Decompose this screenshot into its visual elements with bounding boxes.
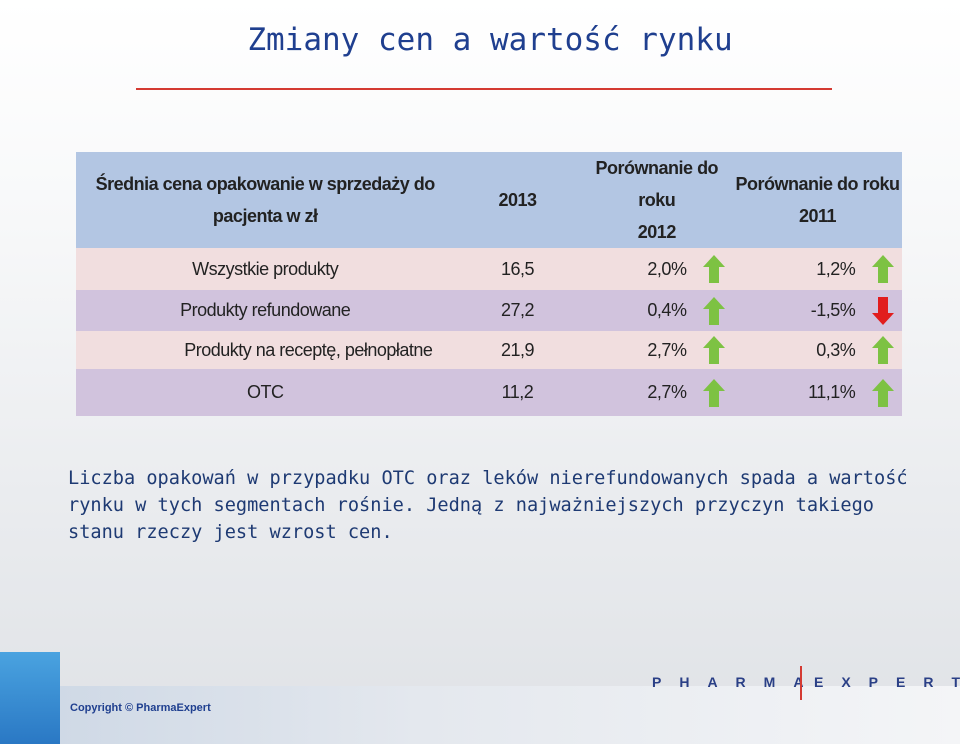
arrow-up-icon (702, 378, 725, 407)
change-vs-2011: 0,3% (816, 339, 856, 360)
header-label: Średnia cena opakowanie w sprzedaży do p… (76, 152, 454, 248)
header-2013: 2013 (498, 189, 537, 210)
arrow-cell-2011 (863, 369, 902, 416)
arrow-up-icon (702, 296, 725, 325)
table-row: Wszystkie produkty 16,5 2,0% 1,2% (76, 248, 902, 290)
table-row: OTC 11,2 2,7% 11,1% (76, 369, 902, 416)
table-row: Produkty refundowane 27,2 0,4% -1,5% (76, 290, 902, 331)
value-2013: 21,9 (500, 339, 535, 360)
header-compare-2012: Porównanie do roku 2012 (581, 152, 734, 248)
logo-divider (800, 666, 802, 700)
price-change-table: Średnia cena opakowanie w sprzedaży do p… (76, 152, 902, 416)
change-vs-2012: 2,7% (647, 382, 687, 402)
arrow-cell-2011 (863, 331, 902, 369)
change-vs-2011: 11,1% (808, 382, 856, 402)
arrow-up-icon (871, 255, 894, 283)
arrow-cell-2012 (694, 248, 733, 290)
change-vs-2011: 1,2% (816, 258, 856, 279)
value-2013: 11,2 (501, 382, 534, 402)
row-label: Produkty na receptę, pełnopłatne (184, 339, 433, 360)
header-2012-line2: 2012 (637, 222, 677, 242)
change-vs-2012: 2,7% (647, 339, 687, 360)
row-label: OTC (246, 382, 284, 402)
header-compare-2011: Porównanie do roku 2011 (733, 152, 902, 248)
row-label: Produkty refundowane (180, 300, 351, 320)
footer-band (60, 686, 960, 744)
arrow-cell-2012 (694, 331, 733, 369)
arrow-cell-2012 (694, 369, 733, 416)
arrow-up-icon (702, 336, 725, 364)
row-label: Wszystkie produkty (192, 258, 339, 279)
summary-paragraph: Liczba opakowań w przypadku OTC oraz lek… (68, 468, 908, 543)
arrow-up-icon (702, 255, 725, 283)
header-label-line2: pacjenta w zł (212, 206, 318, 226)
page-title: Zmiany cen a wartość rynku (247, 22, 733, 58)
value-2013: 27,2 (500, 300, 535, 320)
arrow-cell-2012 (694, 290, 733, 331)
logo-word-pharma: PHARMA (652, 674, 822, 690)
header-2011-line1: Porównanie do roku (735, 174, 901, 194)
change-vs-2012: 0,4% (647, 300, 687, 320)
arrow-up-icon (871, 378, 894, 407)
arrow-cell-2011 (863, 290, 902, 331)
pharma-expert-logo: PHARMA EXPERT (652, 662, 960, 708)
arrow-cell-2011 (863, 248, 902, 290)
arrow-up-icon (871, 336, 894, 364)
header-2012-line1: Porównanie do roku (595, 158, 719, 210)
footer-accent-block (0, 652, 60, 744)
change-vs-2012: 2,0% (647, 258, 687, 279)
copyright-text: Copyright © PharmaExpert (70, 702, 211, 714)
table-header-row: Średnia cena opakowanie w sprzedaży do p… (76, 152, 902, 248)
change-vs-2011: -1,5% (810, 300, 856, 320)
header-2011-line2: 2011 (799, 206, 837, 226)
title-underline (136, 88, 832, 90)
value-2013: 16,5 (500, 258, 535, 279)
header-label-line1: Średnia cena opakowanie w sprzedaży do (95, 174, 436, 194)
table-row: Produkty na receptę, pełnopłatne 21,9 2,7%… (76, 331, 902, 369)
logo-word-expert: EXPERT (814, 674, 960, 690)
arrow-down-icon (871, 296, 894, 325)
